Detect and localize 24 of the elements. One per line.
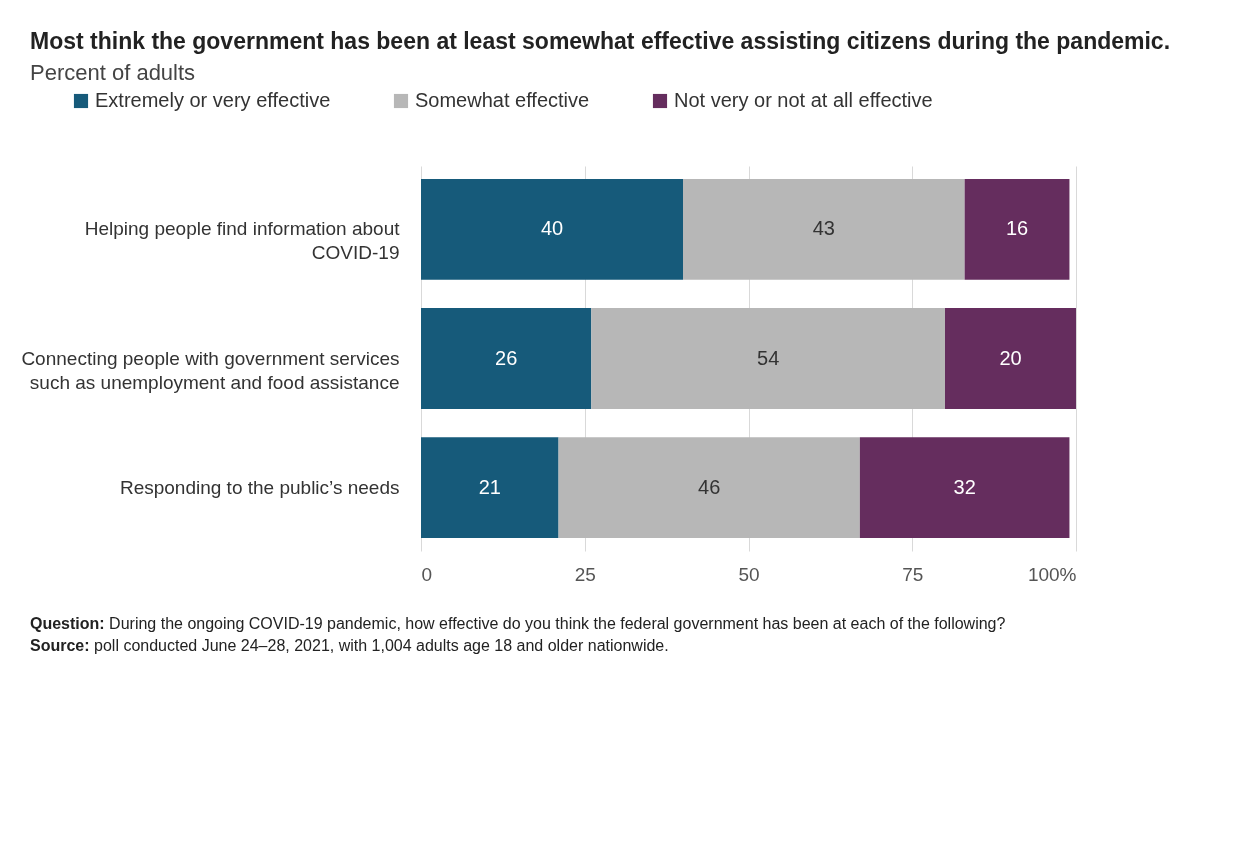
y-tick-label: Helping people find information about COVID-19: [84, 217, 401, 263]
text: Question: During the ongoing COVID-19 pandemic, how effective do you think the federal government has been at each of the following?: [30, 613, 1007, 634]
x-tick-label: 75: [902, 563, 924, 585]
data-label: 20: [999, 346, 1022, 369]
x-tick-label: 0: [421, 563, 433, 585]
legend-label: Extremely or very effective: [95, 88, 331, 111]
data-label: 32: [953, 475, 976, 498]
y-tick-label: Connecting people with government services such as unemployment and food assistance: [21, 347, 400, 393]
x-tick-label: 25: [574, 563, 596, 585]
text: Percent of adults: [30, 59, 197, 86]
data-label: 54: [757, 346, 780, 369]
data-label: 16: [1005, 216, 1029, 239]
x-tick-label: 50: [738, 563, 760, 585]
data-label: 40: [540, 216, 564, 239]
legend-label: Not very or not at all effective: [674, 88, 933, 111]
legend-label: Somewhat effective: [415, 88, 590, 111]
y-tick-label: Responding to the public’s needs: [119, 476, 400, 498]
source-note: Source: poll conducted June 24–28, 2021, with 1,004 adults age 18 and older nationwide.: [30, 636, 670, 656]
data-label: 46: [698, 475, 721, 498]
data-label: 26: [495, 346, 518, 369]
data-label: 43: [812, 216, 835, 239]
chart-title: Most think the government has been at least somewhat effective assisting citizens during the pandemic.: [30, 28, 1172, 56]
x-tick-label: 100%: [1027, 563, 1077, 585]
data-label: 21: [478, 475, 501, 498]
